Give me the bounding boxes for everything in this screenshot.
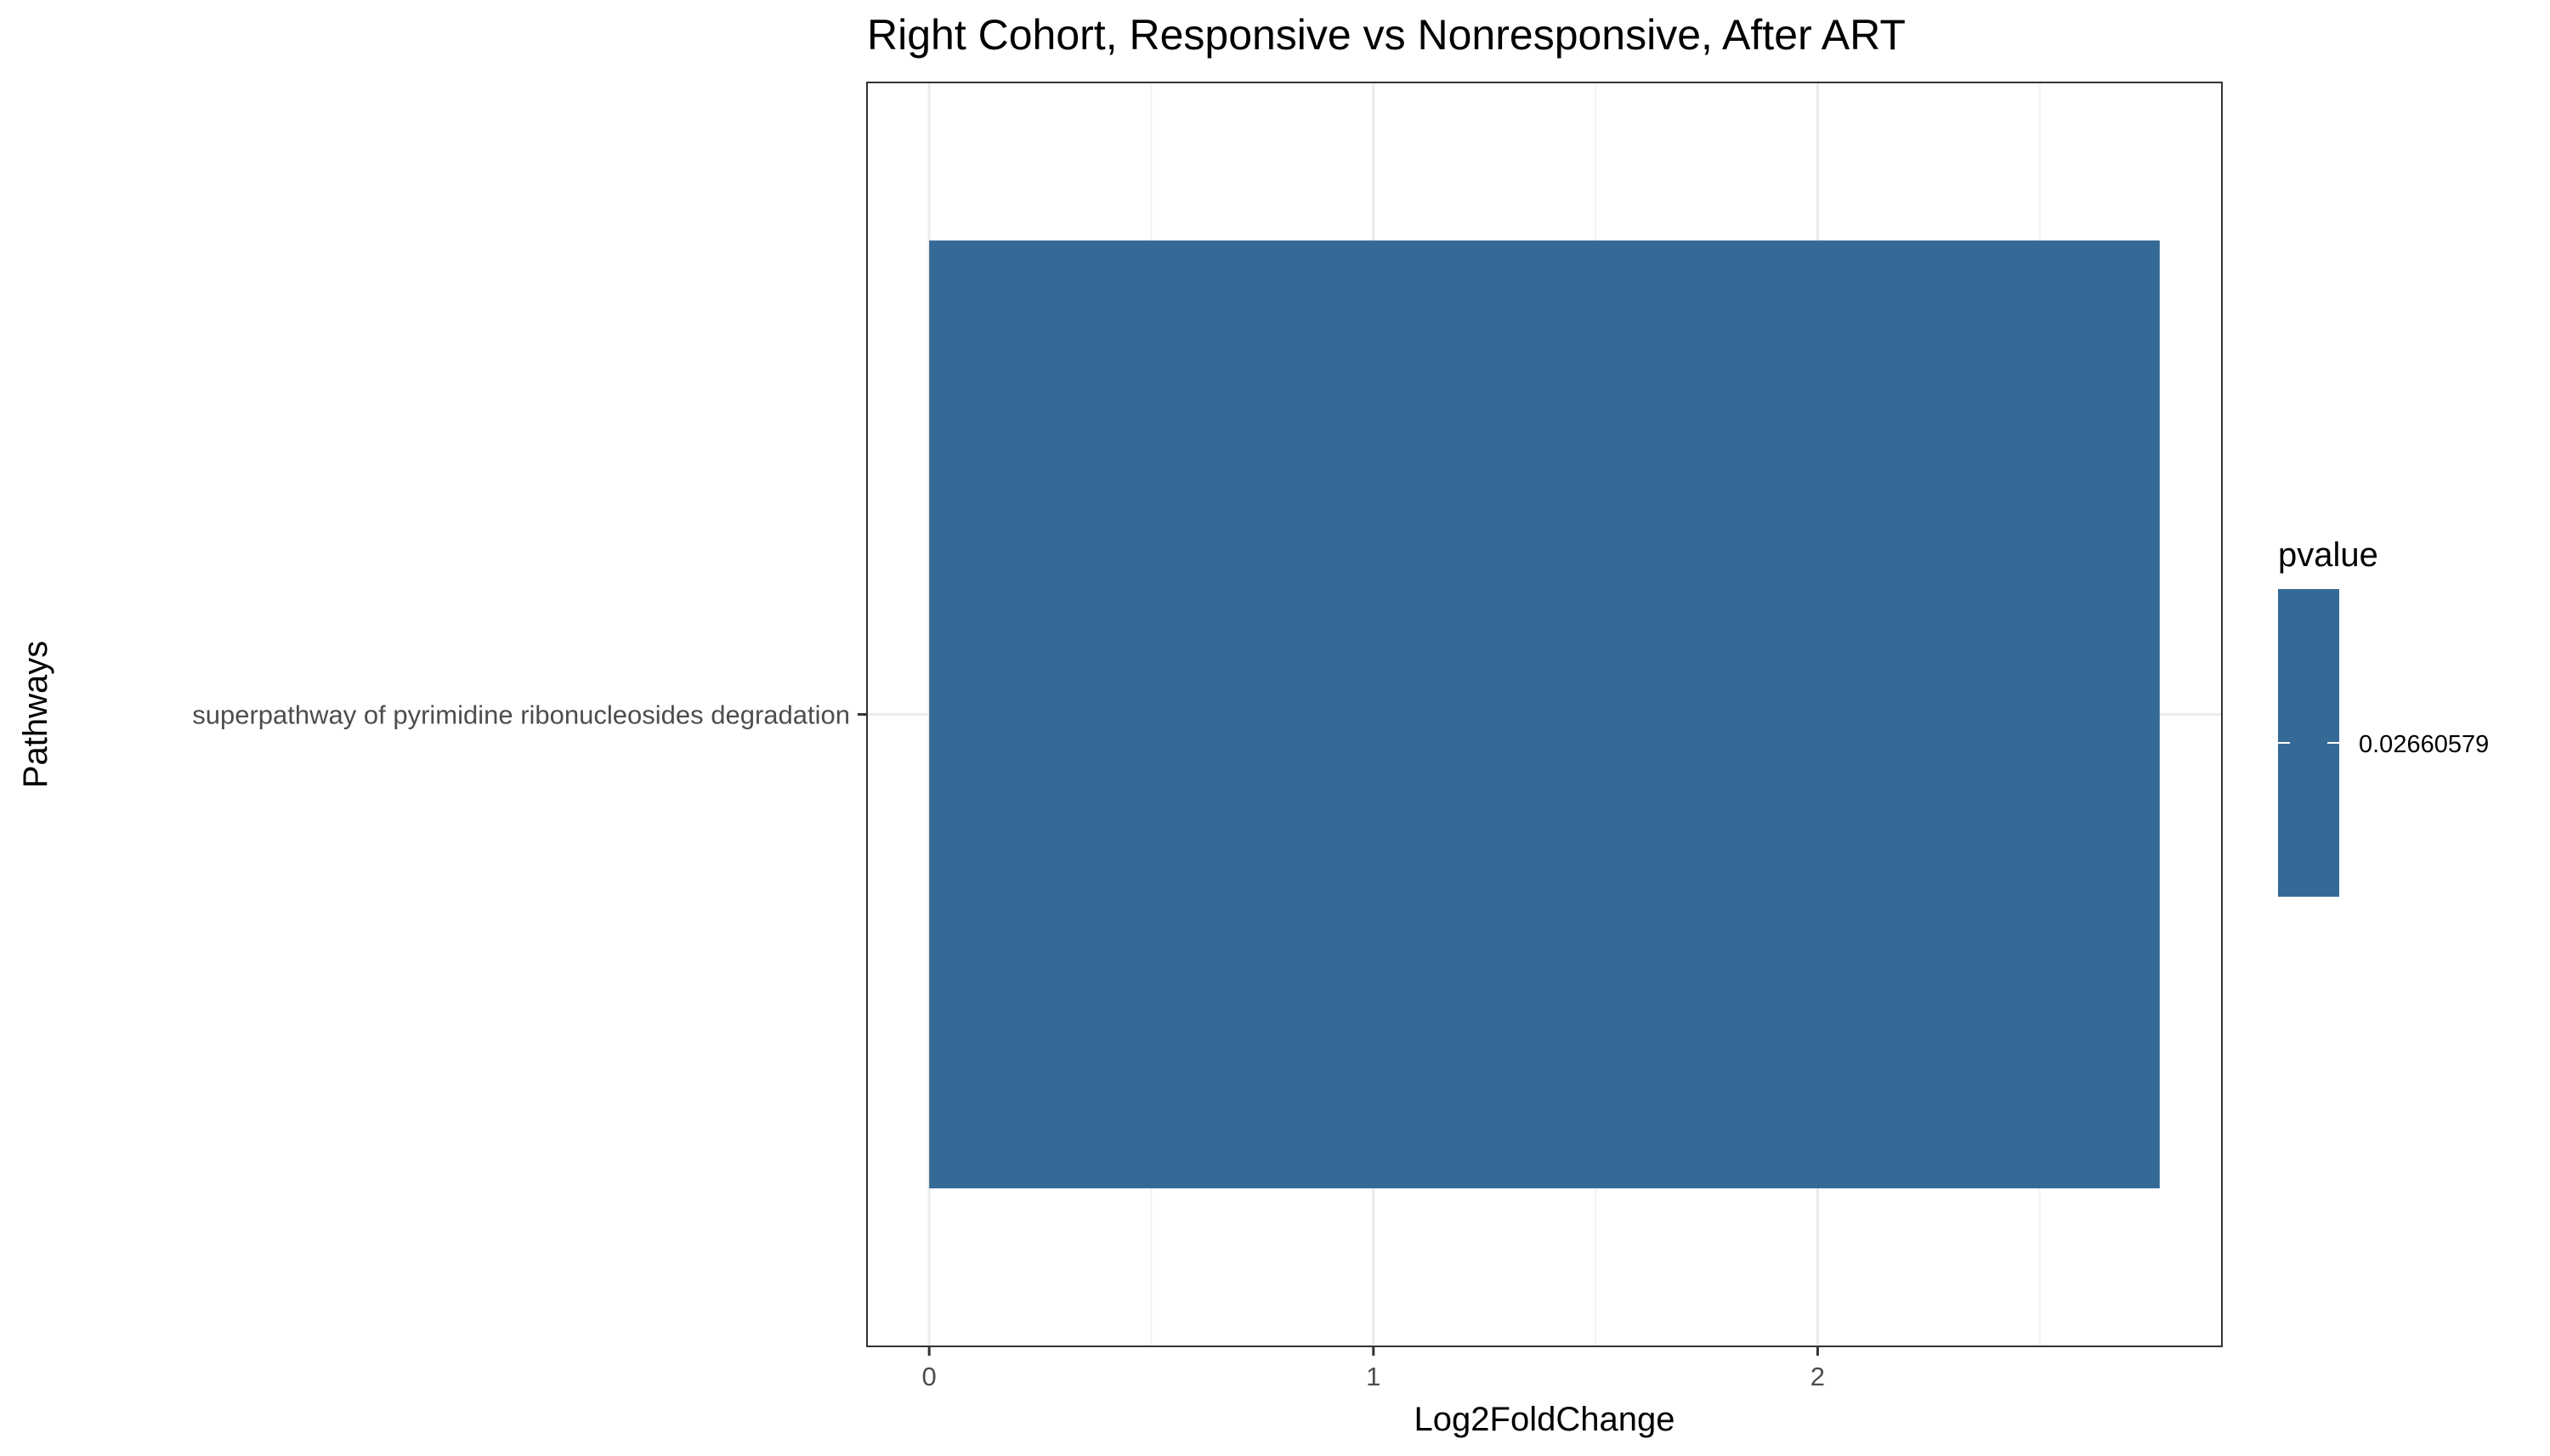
legend: pvalue 0.02660579 — [2278, 536, 2489, 897]
legend-title: pvalue — [2278, 536, 2378, 574]
x-tick-label: 2 — [1810, 1362, 1825, 1391]
bars-layer — [929, 240, 2160, 1189]
y-axis: superpathway of pyrimidine ribonucleosid… — [192, 700, 867, 730]
x-axis: 0 1 2 — [922, 1346, 1825, 1391]
bar — [929, 240, 2160, 1189]
y-axis-title: Pathways — [17, 641, 54, 788]
legend-label: 0.02660579 — [2359, 731, 2489, 758]
chart-title: Right Cohort, Responsive vs Nonresponsiv… — [867, 11, 1906, 59]
x-tick-label: 1 — [1366, 1362, 1380, 1391]
y-tick-label: superpathway of pyrimidine ribonucleosid… — [192, 700, 850, 730]
x-tick-label: 0 — [922, 1362, 937, 1391]
x-axis-title: Log2FoldChange — [1414, 1401, 1675, 1438]
